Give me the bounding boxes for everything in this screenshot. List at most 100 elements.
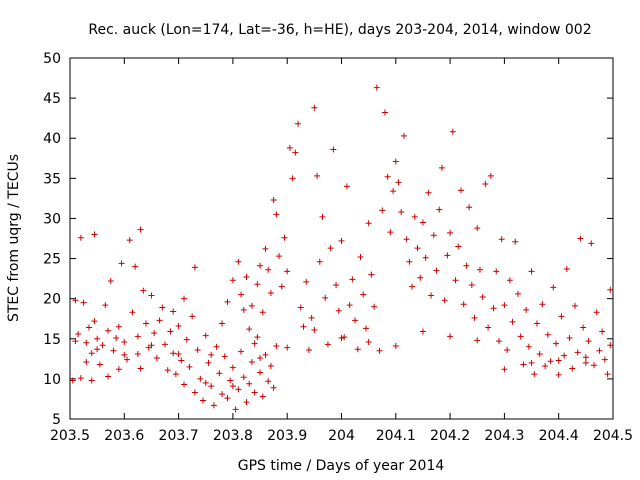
data-point (539, 301, 546, 308)
data-point (216, 370, 223, 377)
data-point (335, 307, 342, 314)
data-point (501, 302, 508, 309)
data-point (235, 258, 242, 265)
data-point (501, 366, 508, 373)
data-point (202, 332, 209, 339)
data-point (349, 276, 356, 283)
data-point (371, 303, 378, 310)
data-point (531, 371, 538, 378)
data-point (121, 338, 128, 345)
data-point (262, 245, 269, 252)
data-point (91, 231, 98, 238)
data-point (224, 395, 231, 402)
axis-ticks: 203.5 203.6 203.7 203.8 203.9 204 204.1 204.2 20… (43, 51, 633, 444)
x-tick-label: 204.2 (430, 428, 470, 444)
data-point (354, 346, 361, 353)
data-point (257, 355, 264, 362)
y-tick-label: 5 (52, 412, 61, 428)
data-point (582, 354, 589, 361)
data-point (514, 290, 521, 297)
data-point (373, 84, 380, 91)
data-point (229, 277, 236, 284)
data-point (248, 359, 255, 366)
data-point (381, 109, 388, 116)
data-point (441, 297, 448, 304)
data-points (69, 84, 614, 413)
data-point (94, 335, 101, 342)
data-point (607, 342, 614, 349)
data-point (113, 334, 120, 341)
data-point (327, 245, 334, 252)
data-point (295, 120, 302, 127)
data-point (118, 260, 125, 267)
data-point (251, 389, 258, 396)
x-tick-label: 204.1 (376, 428, 416, 444)
x-tick-label: 203.6 (104, 428, 144, 444)
data-point (292, 149, 299, 156)
data-point (262, 351, 269, 358)
y-axis-label: STEC from uqrg / TECUs (6, 154, 22, 322)
data-point (566, 334, 573, 341)
data-point (512, 238, 519, 245)
data-point (561, 352, 568, 359)
data-point (254, 281, 261, 288)
data-point (563, 265, 570, 272)
data-point (265, 266, 272, 273)
data-point (455, 243, 462, 250)
data-point (219, 391, 226, 398)
data-point (191, 264, 198, 271)
data-point (457, 187, 464, 194)
data-point (430, 232, 437, 239)
data-point (504, 347, 511, 354)
y-tick-label: 15 (43, 332, 61, 348)
data-point (341, 334, 348, 341)
data-point (267, 363, 274, 370)
data-point (509, 318, 516, 325)
data-point (170, 350, 177, 357)
data-point (286, 144, 293, 151)
data-point (246, 326, 253, 333)
data-point (438, 164, 445, 171)
data-point (365, 220, 372, 227)
data-point (210, 402, 217, 409)
data-point (91, 318, 98, 325)
data-point (208, 383, 215, 390)
data-point (194, 347, 201, 354)
data-point (324, 341, 331, 348)
data-point (425, 189, 432, 196)
data-point (83, 359, 90, 366)
data-point (259, 309, 266, 316)
data-point (558, 313, 565, 320)
x-axis-label: GPS time / Days of year 2014 (238, 458, 445, 474)
data-point (132, 263, 139, 270)
data-point (208, 351, 215, 358)
data-point (246, 380, 253, 387)
data-point (352, 317, 359, 324)
data-point (213, 343, 220, 350)
data-point (235, 386, 242, 393)
data-point (88, 350, 95, 357)
data-point (186, 363, 193, 370)
data-point (69, 377, 76, 384)
data-point (77, 375, 84, 382)
y-tick-label: 25 (43, 252, 61, 268)
y-tick-label: 50 (43, 51, 61, 67)
data-point (552, 340, 559, 347)
data-point (384, 173, 391, 180)
data-point (240, 374, 247, 381)
data-point (254, 334, 261, 341)
y-tick-label: 40 (43, 131, 61, 147)
data-point (436, 206, 443, 213)
data-point (153, 355, 160, 362)
data-point (422, 254, 429, 261)
data-point (449, 128, 456, 135)
data-point (362, 325, 369, 332)
data-point (267, 290, 274, 297)
data-point (202, 379, 209, 386)
data-point (490, 305, 497, 312)
data-point (528, 268, 535, 275)
data-point (77, 234, 84, 241)
x-tick-label: 203.9 (267, 428, 307, 444)
data-point (322, 294, 329, 301)
